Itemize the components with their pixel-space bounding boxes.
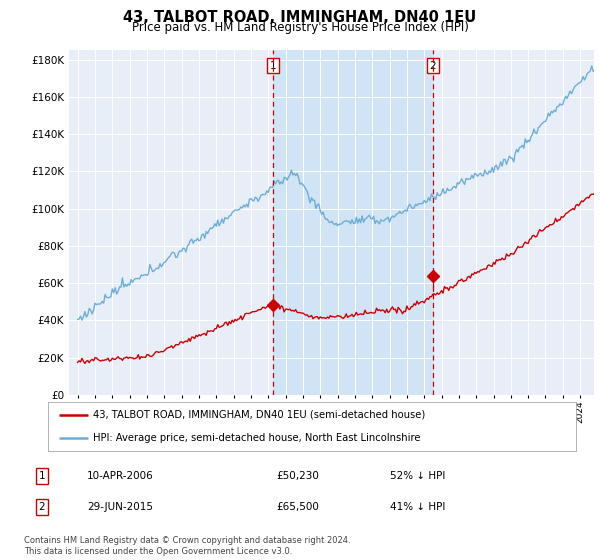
Text: 1: 1 (38, 471, 46, 481)
Text: 29-JUN-2015: 29-JUN-2015 (87, 502, 153, 512)
Text: 1: 1 (269, 60, 276, 71)
Text: 2: 2 (430, 60, 436, 71)
Text: 52% ↓ HPI: 52% ↓ HPI (390, 471, 445, 481)
Text: HPI: Average price, semi-detached house, North East Lincolnshire: HPI: Average price, semi-detached house,… (93, 433, 421, 444)
Text: Price paid vs. HM Land Registry's House Price Index (HPI): Price paid vs. HM Land Registry's House … (131, 21, 469, 34)
Text: Contains HM Land Registry data © Crown copyright and database right 2024.
This d: Contains HM Land Registry data © Crown c… (24, 536, 350, 556)
Text: 10-APR-2006: 10-APR-2006 (87, 471, 154, 481)
Bar (273, 50, 433, 395)
Text: £65,500: £65,500 (276, 502, 319, 512)
Text: 43, TALBOT ROAD, IMMINGHAM, DN40 1EU (semi-detached house): 43, TALBOT ROAD, IMMINGHAM, DN40 1EU (se… (93, 410, 425, 420)
Text: 43, TALBOT ROAD, IMMINGHAM, DN40 1EU: 43, TALBOT ROAD, IMMINGHAM, DN40 1EU (124, 10, 476, 25)
Text: £50,230: £50,230 (276, 471, 319, 481)
Text: 2: 2 (38, 502, 46, 512)
Text: 41% ↓ HPI: 41% ↓ HPI (390, 502, 445, 512)
